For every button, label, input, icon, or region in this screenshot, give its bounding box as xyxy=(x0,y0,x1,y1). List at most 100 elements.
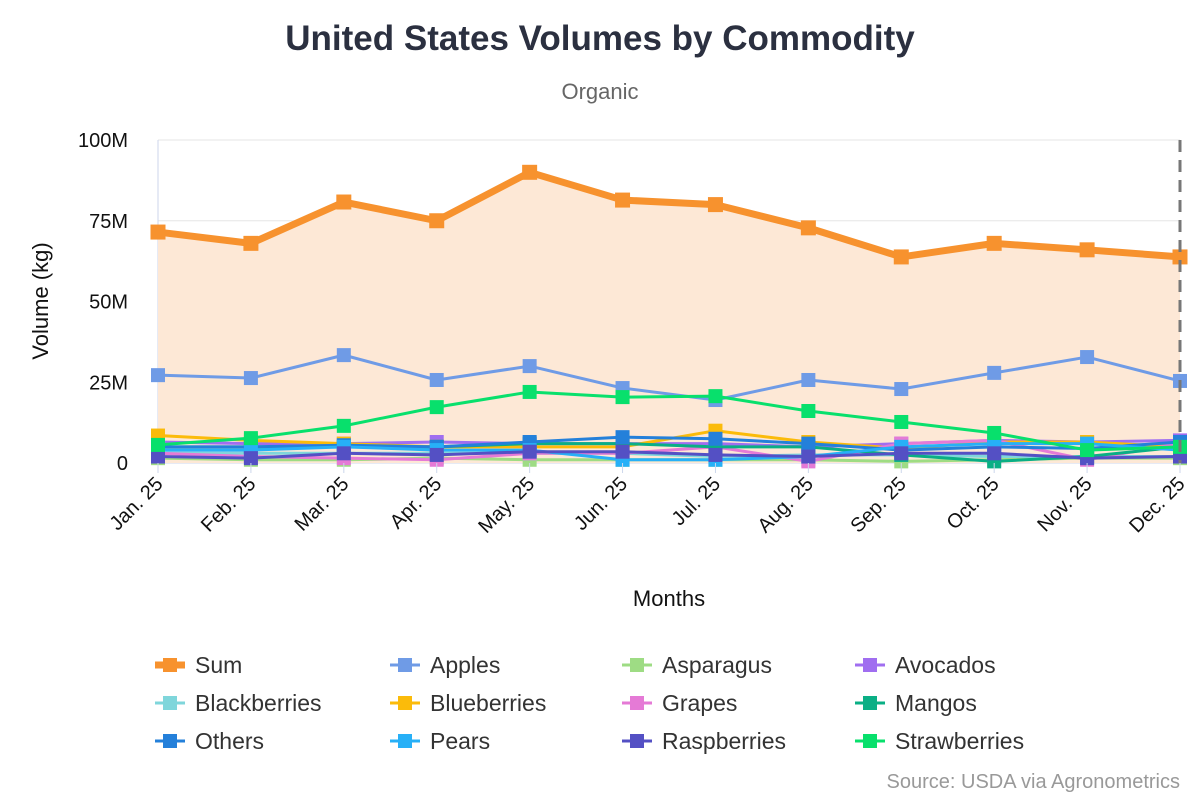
y-tick-label: 25M xyxy=(89,372,128,394)
data-point xyxy=(522,444,537,459)
series-line xyxy=(157,168,1181,261)
legend-item-sum[interactable]: Sum xyxy=(155,652,242,678)
legend-item-grapes[interactable]: Grapes xyxy=(622,690,737,716)
data-point xyxy=(429,372,444,387)
data-point xyxy=(336,446,351,461)
data-point xyxy=(894,382,909,397)
data-point xyxy=(708,447,723,462)
data-point xyxy=(708,431,723,446)
data-point xyxy=(1172,249,1188,265)
data-point xyxy=(429,213,445,229)
legend-marker xyxy=(163,696,177,710)
legend-marker xyxy=(398,696,412,710)
legend-item-blackberries[interactable]: Blackberries xyxy=(155,690,322,716)
y-tick-label: 0 xyxy=(117,453,128,475)
legend-label: Asparagus xyxy=(662,652,772,678)
series-apples xyxy=(151,348,1187,408)
series-line xyxy=(158,442,1181,462)
x-tick-label: Jun. 25 xyxy=(570,473,632,535)
legend-item-avocados[interactable]: Avocados xyxy=(855,652,996,678)
data-point xyxy=(151,368,165,383)
legend-item-others[interactable]: Others xyxy=(155,728,264,754)
legend-label: Strawberries xyxy=(895,728,1024,754)
data-point xyxy=(151,437,165,452)
series-line xyxy=(157,353,1181,402)
chart-subtitle: Organic xyxy=(561,79,638,104)
data-point xyxy=(615,430,630,445)
legend-item-apples[interactable]: Apples xyxy=(390,652,500,678)
data-point xyxy=(800,220,816,236)
legend-item-raspberries[interactable]: Raspberries xyxy=(622,728,786,754)
data-point xyxy=(708,389,723,404)
legend-label: Others xyxy=(195,728,264,754)
legend-item-mangos[interactable]: Mangos xyxy=(855,690,977,716)
data-point xyxy=(987,446,1002,461)
x-tick-label: Feb. 25 xyxy=(197,473,261,537)
data-point xyxy=(894,446,909,461)
series-line xyxy=(157,390,1181,452)
legend-marker xyxy=(863,658,877,672)
data-point xyxy=(987,365,1002,380)
y-tick-label: 100M xyxy=(78,130,128,152)
legend-item-strawberries[interactable]: Strawberries xyxy=(855,728,1024,754)
legend-marker xyxy=(398,734,412,748)
legend-label: Grapes xyxy=(662,690,737,716)
y-tick-label: 75M xyxy=(89,211,128,233)
x-axis-label: Months xyxy=(633,586,705,611)
data-point xyxy=(893,249,909,265)
data-point xyxy=(801,449,816,464)
x-tick-label: Dec. 25 xyxy=(1125,473,1189,537)
sum-area xyxy=(158,172,1180,464)
data-point xyxy=(615,444,630,459)
legend-marker xyxy=(863,696,877,710)
legend-label: Apples xyxy=(430,652,500,678)
data-point xyxy=(243,235,259,251)
data-point xyxy=(336,194,352,210)
x-tick-label: Mar. 25 xyxy=(291,473,354,536)
data-point xyxy=(429,400,444,415)
x-tick-label: Aug. 25 xyxy=(754,473,818,537)
y-axis-label: Volume (kg) xyxy=(28,242,53,359)
legend-label: Sum xyxy=(195,652,242,678)
legend-label: Avocados xyxy=(895,652,996,678)
legend-item-blueberries[interactable]: Blueberries xyxy=(390,690,546,716)
data-point xyxy=(522,359,537,374)
data-point xyxy=(243,371,258,386)
legend-marker xyxy=(630,658,644,672)
data-point xyxy=(986,235,1002,251)
legend-marker xyxy=(398,658,412,672)
legend-label: Mangos xyxy=(895,690,977,716)
data-point xyxy=(243,431,258,446)
data-point xyxy=(894,414,909,429)
data-point xyxy=(707,197,723,213)
x-tick-label: Sep. 25 xyxy=(846,473,910,537)
data-point xyxy=(243,451,258,466)
chart-title: United States Volumes by Commodity xyxy=(285,19,915,58)
legend-marker xyxy=(630,734,644,748)
data-point xyxy=(1079,242,1095,258)
legend-item-asparagus[interactable]: Asparagus xyxy=(622,652,772,678)
data-point xyxy=(801,372,816,387)
y-tick-label: 50M xyxy=(89,292,128,314)
data-point xyxy=(615,192,631,208)
series-sum xyxy=(150,164,1188,265)
x-tick-label: Nov. 25 xyxy=(1033,473,1096,536)
legend-marker xyxy=(630,696,644,710)
source-credit: Source: USDA via Agronometrics xyxy=(887,771,1180,793)
data-point xyxy=(522,384,537,399)
data-point xyxy=(151,449,165,464)
legend-marker xyxy=(163,734,177,748)
data-point xyxy=(987,425,1002,440)
data-point xyxy=(150,224,166,240)
legend-label: Blackberries xyxy=(195,690,322,716)
legend-label: Raspberries xyxy=(662,728,786,754)
data-point xyxy=(1080,443,1095,458)
series-line xyxy=(158,435,1181,452)
x-tick-label: Apr. 25 xyxy=(386,473,446,533)
data-point xyxy=(801,403,816,418)
series-strawberries xyxy=(151,384,1187,458)
legend-item-pears[interactable]: Pears xyxy=(390,728,490,754)
data-point xyxy=(336,348,351,363)
data-point xyxy=(429,447,444,462)
